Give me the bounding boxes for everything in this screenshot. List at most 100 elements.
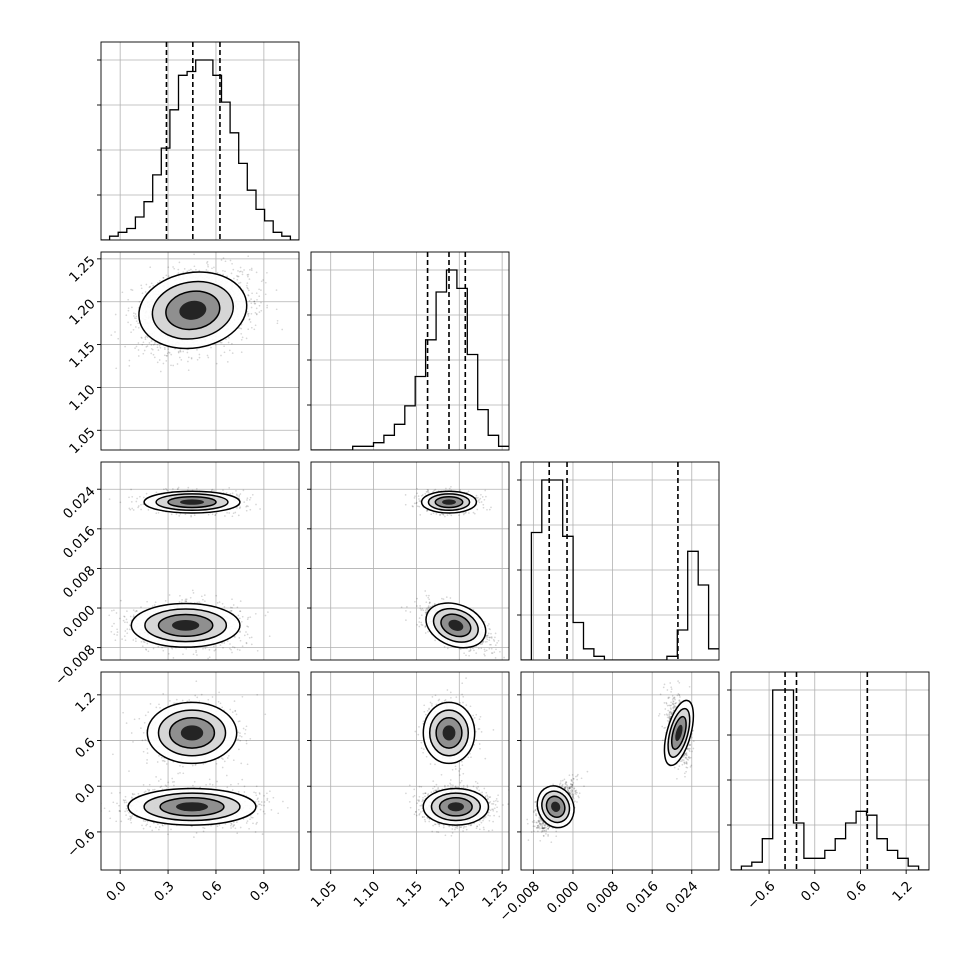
sample-point [193,253,195,256]
panel-content [311,252,509,450]
sample-point [237,731,240,734]
sample-point [187,360,189,363]
sample-point [196,601,199,604]
sample-point [129,508,132,511]
sample-point [131,495,134,498]
sample-point [124,345,126,348]
sample-point [143,641,146,644]
sample-point [202,647,204,650]
sample-point [226,275,228,278]
sample-point [111,625,113,628]
sample-point [148,286,151,289]
sample-point [156,361,159,364]
sample-point [246,286,249,289]
sample-point [128,628,131,631]
sample-point [198,353,201,356]
sample-point [202,763,205,765]
sample-point [245,742,248,745]
sample-point [111,609,113,612]
sample-point [225,338,227,340]
sample-point [219,644,222,646]
sample-point [250,306,253,309]
sample-point [241,273,244,276]
sample-point [178,356,181,359]
sample-point [116,628,118,631]
sample-point [126,632,129,635]
sample-point [140,606,142,608]
sample-point [128,507,131,510]
sample-point [137,342,140,344]
sample-point [255,503,257,506]
sample-point [247,313,249,315]
sample-point [167,348,170,350]
sample-point [219,341,222,344]
sample-point [123,635,126,638]
sample-point [158,359,161,361]
sample-point [242,489,245,492]
sample-point [250,302,253,305]
sample-point [154,601,157,604]
sample-point [110,334,113,336]
sample-point [231,492,234,495]
sample-point [228,512,231,514]
sample-point [178,515,181,517]
sample-point [139,495,141,498]
sample-point [266,304,269,307]
sample-point [239,610,241,613]
sample-point [211,783,214,786]
sample-point [132,328,135,331]
sample-point [239,610,242,613]
sample-point [246,282,249,284]
sample-point [147,509,150,511]
histogram-step [731,689,929,870]
sample-point [220,354,222,357]
contour-line [138,271,248,350]
sample-point [157,349,160,351]
sample-point [134,313,137,315]
sample-point [144,291,147,293]
sample-point [275,308,278,311]
sample-point [130,331,132,334]
sample-point [177,351,180,354]
sample-point [133,315,135,317]
sample-point [132,509,135,511]
sample-point [164,348,166,351]
sample-point [198,700,201,703]
sample-point [141,337,143,339]
panel-border [100,461,300,661]
sample-point [240,620,243,623]
sample-point [146,642,149,645]
sample-point [166,352,169,355]
sample-point [138,717,141,720]
sample-point [182,772,185,775]
sample-point [140,640,143,643]
sample-point [184,598,187,601]
sample-point [141,739,144,742]
sample-point [131,507,134,510]
sample-point [223,642,226,644]
sample-point [187,486,190,489]
sample-point [210,346,212,349]
sample-point [258,288,260,291]
sample-point [148,342,151,344]
sample-point [251,292,253,295]
sample-point [243,501,246,503]
sample-point [141,292,144,295]
sample-point [215,594,218,597]
sample-point [238,720,241,722]
sample-point [247,287,249,290]
scatter-panel-0-3 [97,671,300,874]
sample-point [144,338,147,341]
sample-point [171,781,174,783]
sample-point [213,489,215,492]
sample-point [170,353,173,356]
sample-point [239,600,242,602]
sample-point [127,307,130,310]
sample-point [191,589,194,592]
sample-point [165,489,168,491]
sample-point [224,260,227,263]
hist-panel-2 [517,461,720,661]
sample-point [122,619,125,622]
sample-point [183,268,186,270]
